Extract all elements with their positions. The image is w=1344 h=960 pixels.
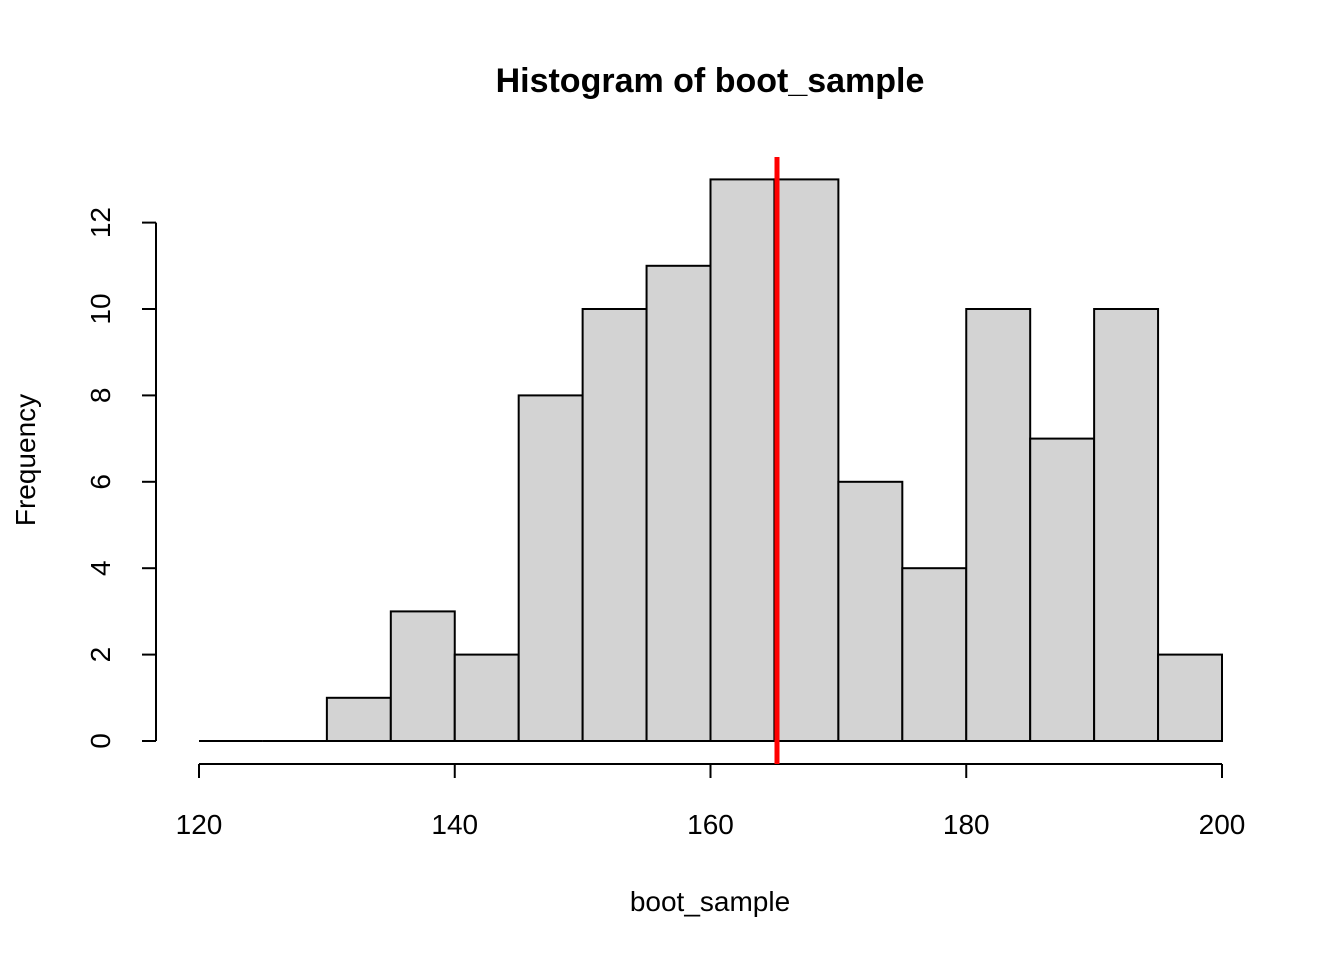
histogram-bar: [901, 567, 968, 743]
y-axis: 0 2 4 6 8 10 12: [85, 207, 157, 749]
histogram-bar: [709, 178, 776, 742]
y-tick-label: 6: [85, 474, 116, 490]
histogram-bar: [837, 480, 904, 742]
x-tick-label: 160: [687, 809, 734, 840]
y-tick-label: 12: [85, 207, 116, 238]
x-tick-label: 140: [431, 809, 478, 840]
histogram-bar: [325, 696, 392, 742]
histogram-bar: [965, 308, 1032, 742]
histogram-bar: [1157, 653, 1223, 742]
x-axis-label: boot_sample: [630, 886, 790, 917]
y-tick-label: 10: [85, 293, 116, 324]
histogram-bar: [453, 653, 520, 742]
histogram-bar: [389, 610, 456, 743]
histogram-bar: [645, 264, 712, 742]
y-tick-label: 8: [85, 388, 116, 404]
histogram-bar: [1029, 437, 1096, 742]
x-tick-label: 120: [176, 809, 223, 840]
histogram-bar: [773, 178, 840, 742]
histogram-bar: [581, 308, 648, 742]
chart-title: Histogram of boot_sample: [496, 62, 925, 100]
x-tick-label: 180: [943, 809, 990, 840]
y-tick-label: 0: [85, 733, 116, 749]
x-tick-label: 200: [1199, 809, 1246, 840]
x-axis: 120 140 160 180 200: [176, 763, 1246, 840]
y-axis-label: Frequency: [10, 394, 41, 526]
y-tick-label: 2: [85, 647, 116, 663]
y-tick-label: 4: [85, 560, 116, 576]
histogram-bar: [1093, 308, 1160, 742]
histogram-bar: [517, 394, 584, 742]
bars-group: [199, 178, 1223, 743]
